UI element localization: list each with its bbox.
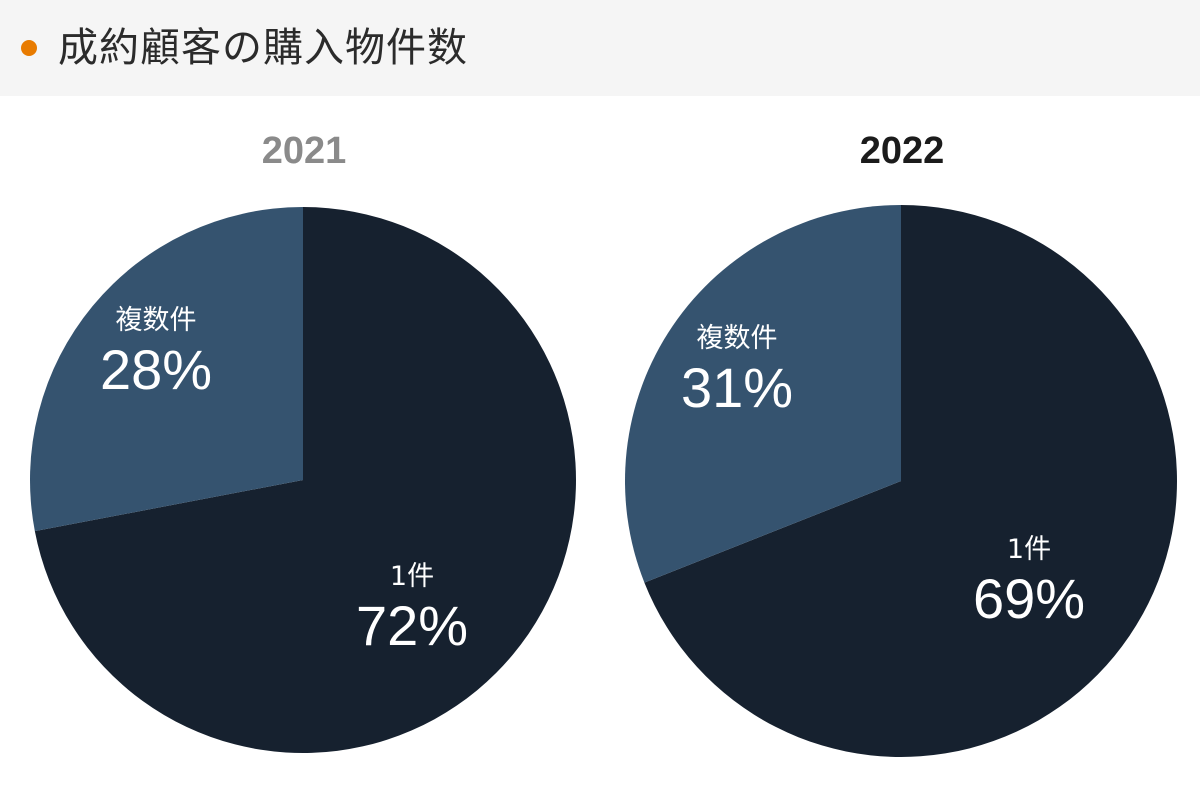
slice-name: 1件: [1006, 534, 1052, 565]
page-title: 成約顧客の購入物件数: [58, 25, 468, 71]
label-2021-multiple: 複数件 28%: [56, 304, 256, 402]
pie-2021: [29, 207, 577, 753]
label-2022-multiple: 複数件 31%: [637, 322, 837, 420]
orange-bullet-icon: [21, 40, 37, 56]
slice-2022-multiple: [625, 205, 901, 583]
slice-name: 複数件: [696, 323, 778, 354]
slice-2022-single: [644, 205, 1177, 758]
label-2022-single: 1件 69%: [929, 533, 1129, 631]
chart-title-2022: 2022: [859, 130, 945, 172]
slice-name: 1件: [389, 561, 435, 592]
slice-percent: 72%: [355, 594, 469, 657]
slice-name: 複数件: [115, 305, 197, 336]
slice-percent: 31%: [680, 356, 794, 419]
slice-percent: 69%: [972, 567, 1086, 630]
chart-title-2021: 2021: [261, 130, 347, 172]
header-bar: 成約顧客の購入物件数: [0, 0, 1200, 96]
slice-2021-multiple: [29, 207, 303, 532]
pie-2022: [625, 205, 1177, 758]
slice-2021-single: [34, 207, 577, 753]
label-2021-single: 1件 72%: [312, 560, 512, 658]
slice-percent: 28%: [99, 338, 213, 401]
